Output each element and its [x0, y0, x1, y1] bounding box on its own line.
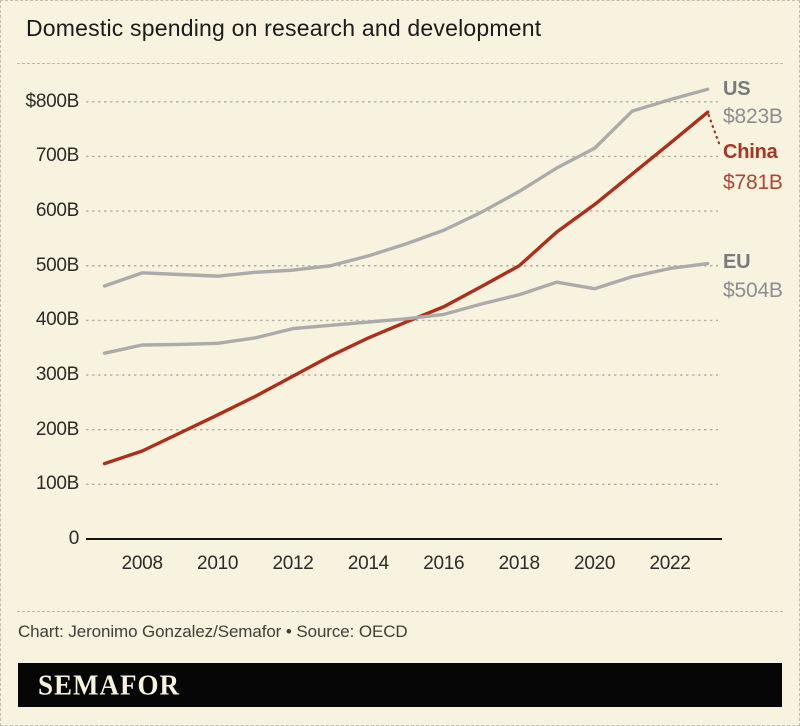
y-tick-label: 300B	[35, 364, 79, 386]
plot-canvas	[86, 87, 722, 540]
x-tick-label: 2012	[272, 553, 314, 574]
x-tick-label: 2018	[498, 553, 540, 574]
footer-separator	[17, 611, 783, 612]
y-tick-label: 400B	[35, 309, 79, 331]
credit-line: Chart: Jeronimo Gonzalez/Semafor • Sourc…	[18, 622, 408, 641]
y-tick-label: 200B	[35, 418, 79, 440]
series-label-china: China	[723, 141, 778, 163]
y-tick-label: 600B	[35, 200, 79, 222]
china-leader-line	[707, 114, 721, 147]
logo-bar: SEMAFOR	[18, 663, 782, 707]
chart-area: $800B 700B 600B 500B 400B 300B 200B 100B 0 2008 2…	[1, 71, 799, 601]
top-separator	[17, 63, 783, 64]
x-tick-label: 2010	[197, 553, 239, 574]
x-tick-label: 2016	[423, 553, 465, 574]
x-tick-label: 2014	[347, 553, 389, 574]
series-label-eu: EU	[723, 251, 751, 273]
series-line-us	[102, 87, 710, 288]
semafor-logo: SEMAFOR	[38, 669, 180, 701]
series-value-eu: $504B	[723, 279, 783, 302]
x-tick-label: 2008	[121, 553, 163, 574]
series-value-us: $823B	[723, 105, 783, 128]
y-tick-label: 700B	[35, 145, 79, 167]
chart-title: Domestic spending on research and develo…	[26, 15, 542, 41]
y-tick-label: 500B	[35, 254, 79, 276]
series-label-us: US	[723, 78, 751, 100]
series-line-eu	[102, 261, 710, 355]
x-tick-label: 2022	[649, 553, 691, 574]
series-value-china: $781B	[723, 171, 783, 194]
x-tick-label: 2020	[574, 553, 616, 574]
y-tick-label: 100B	[35, 473, 79, 495]
series-line-china	[102, 110, 710, 466]
y-tick-label: $800B	[25, 90, 80, 112]
y-tick-label: 0	[68, 528, 80, 549]
